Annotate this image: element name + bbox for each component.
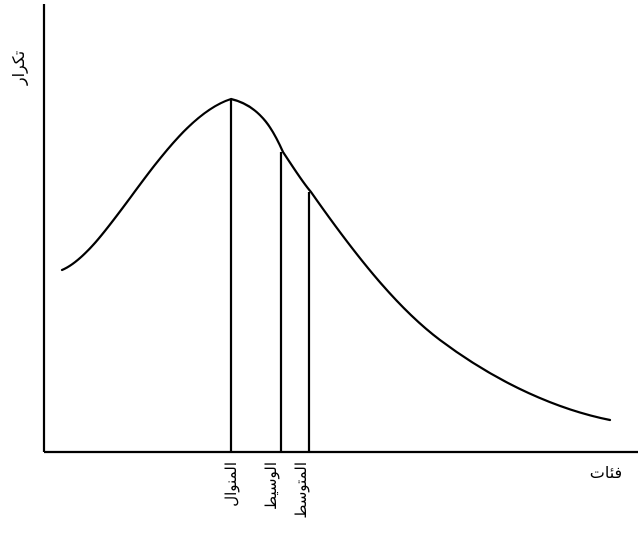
- distribution-curve: [60, 97, 612, 422]
- y-axis-label: تکرار: [9, 51, 29, 86]
- mode-label: المنوال: [222, 462, 240, 507]
- mean-label: المتوسط: [292, 462, 310, 519]
- median-label: الوسيط: [262, 462, 280, 510]
- x-axis-label: فئات: [590, 463, 622, 482]
